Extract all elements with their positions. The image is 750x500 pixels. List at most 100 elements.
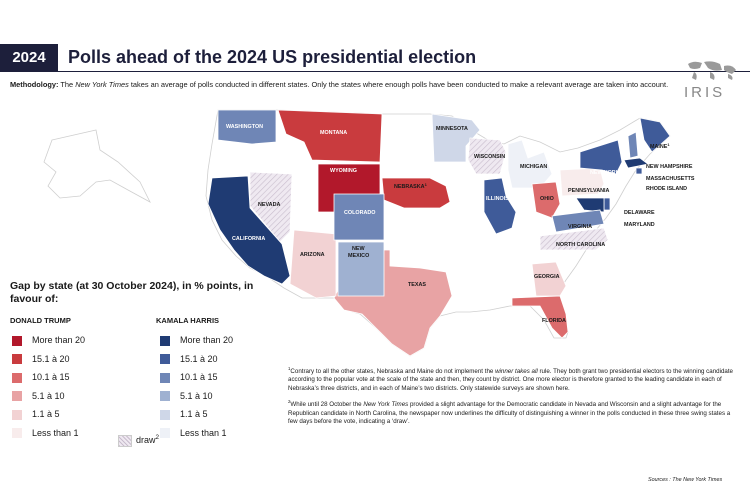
- legend-trump-item-label: Less than 1: [32, 427, 79, 438]
- footnote-2-part2: provided a slight advantage for the Demo…: [288, 401, 731, 426]
- state-nebraska: [381, 177, 451, 209]
- label-virginia: VIRGINIA: [568, 224, 592, 230]
- label-wyoming: WYOMING: [330, 168, 357, 174]
- legend-trump-item-label: 5.1 à 10: [32, 390, 65, 401]
- logo-text: IRIS: [684, 84, 726, 101]
- label-arizona: ARIZONA: [300, 252, 325, 258]
- footnote-1-part1: Contrary to all the other states, Nebras…: [290, 368, 494, 376]
- footnote-1-sup: 1: [288, 366, 291, 371]
- state-california: [207, 175, 291, 285]
- state-maine: [639, 117, 671, 153]
- label-new-mexico-line2: MEXICO: [348, 253, 369, 259]
- state-new-mexico: [337, 241, 385, 297]
- legend-harris-item-label: 10.1 à 15: [180, 372, 218, 382]
- legend-trump-item: More than 20: [12, 334, 85, 348]
- label-delaware: DELAWARE: [624, 210, 655, 216]
- state-colorado: [333, 193, 385, 241]
- label-new-york: NEW YORK: [590, 170, 620, 176]
- methodology-source: New York Times: [75, 80, 129, 89]
- state-new-york: [579, 139, 623, 175]
- state-illinois: [483, 177, 517, 235]
- label-minnesota: MINNESOTA: [436, 126, 468, 132]
- legend-trump-item-swatch: [12, 354, 22, 365]
- label-ohio: OHIO: [540, 196, 554, 202]
- state-arizona: [289, 229, 337, 299]
- state-north-carolina: [539, 227, 609, 251]
- footnote-2-part1: While until 28 October the: [290, 401, 362, 409]
- sources-label: Sources :: [648, 477, 671, 483]
- header-rule: [58, 71, 750, 72]
- legend-draw: draw2: [118, 434, 159, 447]
- state-nevada: [249, 171, 293, 243]
- state-washington: [217, 109, 277, 145]
- methodology-label: Methodology:: [10, 80, 59, 89]
- legend-harris-item-swatch: [160, 372, 170, 383]
- footnotes: 1Contrary to all the other states, Nebra…: [288, 365, 740, 432]
- footnote-1: 1Contrary to all the other states, Nebra…: [288, 365, 740, 393]
- label-massachusetts: MASSACHUSETTS: [646, 176, 695, 182]
- state-montana: [277, 109, 383, 163]
- legend-harris-item-swatch: [160, 428, 170, 439]
- label-michigan: MICHIGAN: [520, 164, 547, 170]
- label-new-hampshire: NEW HAMPSHIRE: [646, 164, 693, 170]
- state-minnesota: [431, 113, 481, 163]
- state-ohio: [531, 181, 561, 219]
- legend-draw-label: draw: [136, 435, 156, 445]
- label-nebraska-group: NEBRASKA1: [394, 182, 428, 190]
- page-title: Polls ahead of the 2024 US presidential …: [68, 47, 477, 67]
- legend-trump-item-swatch: [12, 372, 22, 383]
- legend-harris-item-swatch: [160, 335, 170, 346]
- label-maine-sup: 1: [667, 142, 670, 147]
- legend-trump-item: Less than 1: [12, 427, 79, 441]
- legend-harris-item: More than 20: [160, 334, 233, 348]
- methodology-text-before: The: [60, 80, 74, 89]
- legend-trump-item-swatch: [12, 335, 22, 346]
- legend-harris-item-swatch: [160, 354, 170, 365]
- footnote-2: 2While until 28 October the New York Tim…: [288, 398, 740, 426]
- footnote-1-part2: rule. They both grant two presidential e…: [288, 368, 734, 392]
- legend-harris-item-label: 5.1 à 10: [180, 390, 213, 401]
- legend-harris-item: 1.1 à 5: [160, 408, 208, 422]
- legend-trump-item-swatch: [12, 409, 22, 420]
- label-nebraska-sup: 1: [425, 182, 428, 187]
- methodology-text-after: takes an average of polls conducted in d…: [130, 80, 669, 89]
- legend-harris-item-label: 1.1 à 5: [180, 409, 208, 419]
- legend-harris-item-swatch: [160, 391, 170, 402]
- label-new-mexico-line1: NEW: [352, 246, 365, 252]
- state-massachusetts: [623, 157, 649, 169]
- label-california: CALIFORNIA: [232, 236, 265, 242]
- label-north-carolina: NORTH CAROLINA: [556, 242, 605, 248]
- legend-harris-item: 10.1 à 15: [160, 371, 218, 385]
- alaska-shape: [43, 129, 151, 203]
- legend-trump-item-label: 1.1 à 5: [32, 409, 60, 419]
- label-florida: FLORIDA: [542, 318, 566, 324]
- methodology-text: Methodology: The New York Times takes an…: [10, 80, 680, 90]
- label-nevada: NEVADA: [258, 202, 280, 208]
- label-washington: WASHINGTON: [226, 124, 263, 130]
- legend-draw-sup: 2: [155, 434, 160, 441]
- label-montana: MONTANA: [320, 130, 347, 136]
- us-map: WASHINGTON MONTANA WYOMING NEBRASKA1 MIN…: [43, 109, 695, 357]
- label-new-mexico: NEW MEXICO: [348, 246, 369, 259]
- year-badge: 2024: [0, 44, 58, 72]
- label-georgia: GEORGIA: [534, 274, 560, 280]
- legend: Gap by state (at 30 October 2024), in % …: [10, 280, 280, 447]
- iris-globe-logo-icon: [688, 61, 736, 80]
- legend-harris-item: 5.1 à 10: [160, 390, 213, 404]
- label-texas: TEXAS: [408, 282, 426, 288]
- legend-trump-item: 5.1 à 10: [12, 390, 65, 404]
- legend-trump-item: 1.1 à 5: [12, 408, 60, 422]
- footnote-2-sup: 2: [288, 399, 291, 405]
- label-rhode-island: RHODE ISLAND: [646, 186, 687, 192]
- legend-title: Gap by state (at 30 October 2024), in % …: [10, 280, 254, 305]
- state-new-hampshire: [627, 131, 639, 159]
- label-nebraska: NEBRASKA: [394, 184, 425, 190]
- legend-trump-item-label: 10.1 à 15: [32, 372, 70, 382]
- sources: Sources : The New York Times: [648, 477, 722, 483]
- state-maryland: [575, 197, 605, 213]
- legend-trump-head: DONALD TRUMP: [10, 316, 71, 325]
- legend-harris-item-label: More than 20: [180, 335, 234, 345]
- legend-harris-head: KAMALA HARRIS: [156, 316, 220, 325]
- header: 2024 Polls ahead of the 2024 US presiden…: [0, 44, 750, 74]
- label-maine-group: MAINE1: [650, 142, 670, 150]
